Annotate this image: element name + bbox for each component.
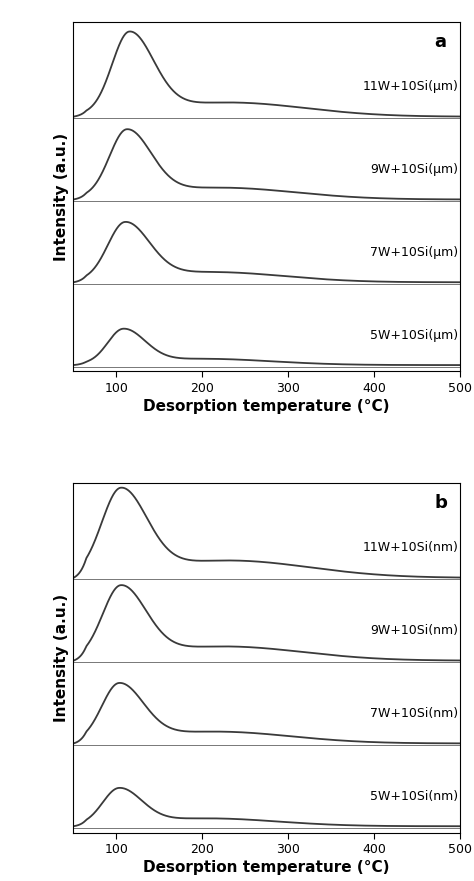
Text: 5W+10Si(nm): 5W+10Si(nm): [370, 789, 458, 803]
Text: 7W+10Si(nm): 7W+10Si(nm): [370, 707, 458, 720]
X-axis label: Desorption temperature (°C): Desorption temperature (°C): [143, 860, 390, 875]
Text: 11W+10Si(nm): 11W+10Si(nm): [362, 541, 458, 554]
Text: 9W+10Si(nm): 9W+10Si(nm): [370, 624, 458, 637]
Text: 7W+10Si(μm): 7W+10Si(μm): [370, 246, 458, 259]
Text: a: a: [435, 33, 447, 50]
Y-axis label: Intensity (a.u.): Intensity (a.u.): [55, 133, 69, 261]
Text: 5W+10Si(μm): 5W+10Si(μm): [370, 329, 458, 342]
Text: 9W+10Si(μm): 9W+10Si(μm): [370, 163, 458, 176]
Y-axis label: Intensity (a.u.): Intensity (a.u.): [55, 594, 69, 722]
X-axis label: Desorption temperature (°C): Desorption temperature (°C): [143, 399, 390, 414]
Text: 11W+10Si(μm): 11W+10Si(μm): [362, 80, 458, 93]
Text: b: b: [435, 493, 447, 512]
